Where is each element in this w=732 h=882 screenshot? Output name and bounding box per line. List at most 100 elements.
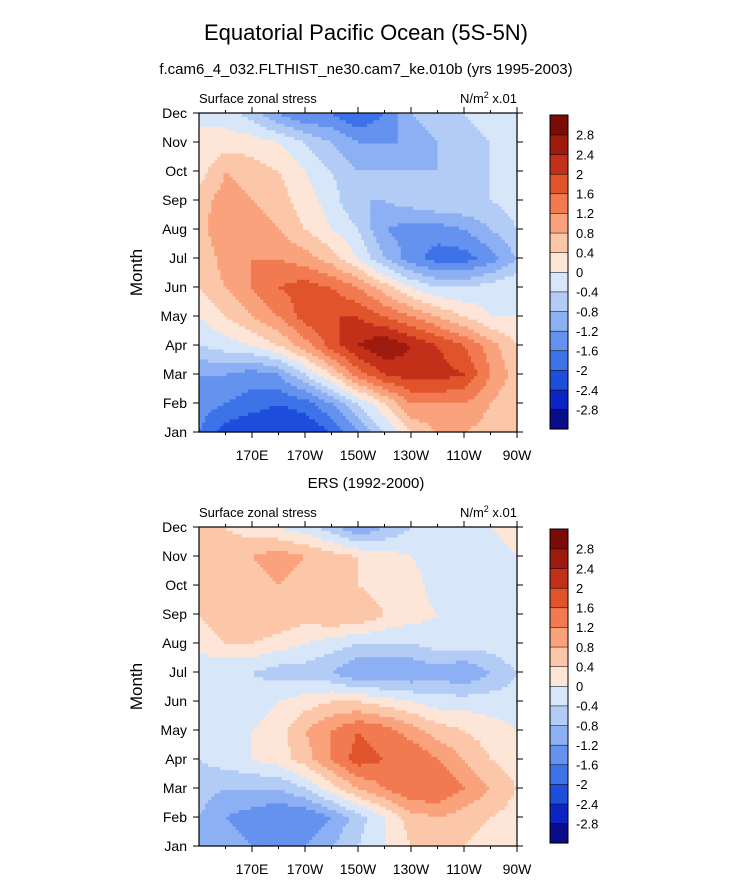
heatmap-cell — [403, 422, 408, 426]
heatmap-cell — [413, 428, 417, 433]
heatmap-cell — [477, 395, 481, 400]
heatmap-cell — [416, 335, 420, 340]
heatmap-cell — [266, 348, 270, 353]
heatmap-cell — [278, 322, 283, 327]
heatmap-cell — [468, 362, 472, 367]
heatmap-cell — [425, 362, 429, 367]
heatmap-cell — [409, 348, 414, 353]
heatmap-cell — [385, 368, 390, 373]
heatmap-cell — [269, 368, 273, 373]
heatmap-cell — [413, 325, 417, 330]
heatmap-cell — [348, 422, 353, 426]
heatmap-cell — [465, 315, 469, 320]
heatmap-cell — [226, 375, 231, 380]
heatmap-cell — [452, 302, 457, 307]
heatmap-cell — [480, 422, 484, 426]
heatmap-cell — [244, 312, 249, 317]
heatmap-cell — [348, 312, 353, 317]
heatmap-cell — [226, 332, 231, 337]
heatmap-cell — [345, 338, 350, 343]
heatmap-cell — [299, 422, 304, 426]
heatmap-cell — [391, 345, 396, 350]
heatmap-cell — [217, 312, 222, 317]
heatmap-cell — [477, 385, 481, 390]
heatmap-cell — [302, 392, 307, 397]
heatmap-cell — [263, 338, 267, 343]
heatmap-cell — [330, 335, 335, 340]
heatmap-cell — [281, 295, 286, 300]
heatmap-cell — [275, 322, 280, 327]
heatmap-cell — [287, 378, 292, 383]
heatmap-cell — [266, 325, 270, 330]
heatmap-cell — [296, 395, 301, 400]
heatmap-cell — [391, 368, 396, 373]
heatmap-cell — [416, 342, 420, 347]
heatmap-cell — [394, 305, 399, 310]
heatmap-cell — [443, 335, 448, 340]
heatmap-cell — [501, 302, 506, 307]
heatmap-cell — [400, 402, 405, 407]
heatmap-cell — [272, 408, 277, 413]
heatmap-cell — [419, 412, 423, 416]
heatmap-cell — [471, 335, 475, 340]
heatmap-cell — [266, 388, 270, 393]
heatmap-cell — [281, 378, 286, 383]
heatmap-cell — [199, 345, 203, 350]
heatmap-cell — [199, 395, 203, 400]
heatmap-cell — [388, 385, 393, 390]
heatmap-cell — [306, 362, 310, 367]
heatmap-cell — [345, 295, 350, 300]
heatmap-cell — [513, 372, 518, 377]
heatmap-cell — [348, 328, 353, 333]
heatmap-cell — [244, 425, 249, 430]
heatmap-cell — [367, 295, 371, 300]
heatmap-cell — [422, 352, 426, 357]
heatmap-cell — [266, 425, 270, 430]
heatmap-cell — [309, 322, 313, 327]
heatmap-cell — [507, 315, 512, 320]
heatmap-cell — [278, 335, 283, 340]
heatmap-cell — [235, 295, 240, 300]
heatmap-cell — [446, 325, 451, 330]
heatmap-cell — [400, 422, 405, 426]
heatmap-cell — [468, 315, 472, 320]
heatmap-cell — [284, 355, 289, 360]
heatmap-cell — [342, 408, 347, 413]
heatmap-cell — [302, 398, 307, 403]
heatmap-cell — [223, 412, 228, 416]
heatmap-cell — [361, 355, 365, 360]
heatmap-cell — [202, 315, 206, 320]
heatmap-cell — [458, 385, 463, 390]
heatmap-cell — [275, 352, 280, 357]
heatmap-cell — [394, 335, 399, 340]
heatmap-cell — [455, 385, 460, 390]
heatmap-cell — [364, 412, 368, 416]
heatmap-cell — [382, 355, 387, 360]
heatmap-cell — [455, 332, 460, 337]
heatmap-cell — [409, 428, 414, 433]
heatmap-cell — [211, 362, 215, 367]
heatmap-cell — [333, 425, 338, 430]
heatmap-cell — [315, 375, 319, 380]
heatmap-cell — [486, 348, 491, 353]
heatmap-cell — [428, 299, 432, 303]
heatmap-cell — [247, 362, 252, 367]
heatmap-cell — [244, 378, 249, 383]
heatmap-cell — [306, 352, 310, 357]
heatmap-cell — [260, 299, 264, 303]
heatmap-cell — [269, 412, 273, 416]
heatmap-cell — [315, 398, 319, 403]
heatmap-cell — [483, 378, 488, 383]
heatmap-cell — [312, 392, 316, 397]
heatmap-cell — [373, 372, 377, 377]
heatmap-cell — [342, 352, 347, 357]
heatmap-cell — [489, 332, 494, 337]
heatmap-cell — [217, 378, 222, 383]
heatmap-cell — [339, 315, 344, 320]
heatmap-cell — [465, 378, 469, 383]
heatmap-cell — [312, 348, 316, 353]
heatmap-cell — [370, 309, 374, 313]
heatmap-cell — [501, 312, 506, 317]
heatmap-cell — [461, 425, 466, 430]
heatmap-cell — [446, 328, 451, 333]
